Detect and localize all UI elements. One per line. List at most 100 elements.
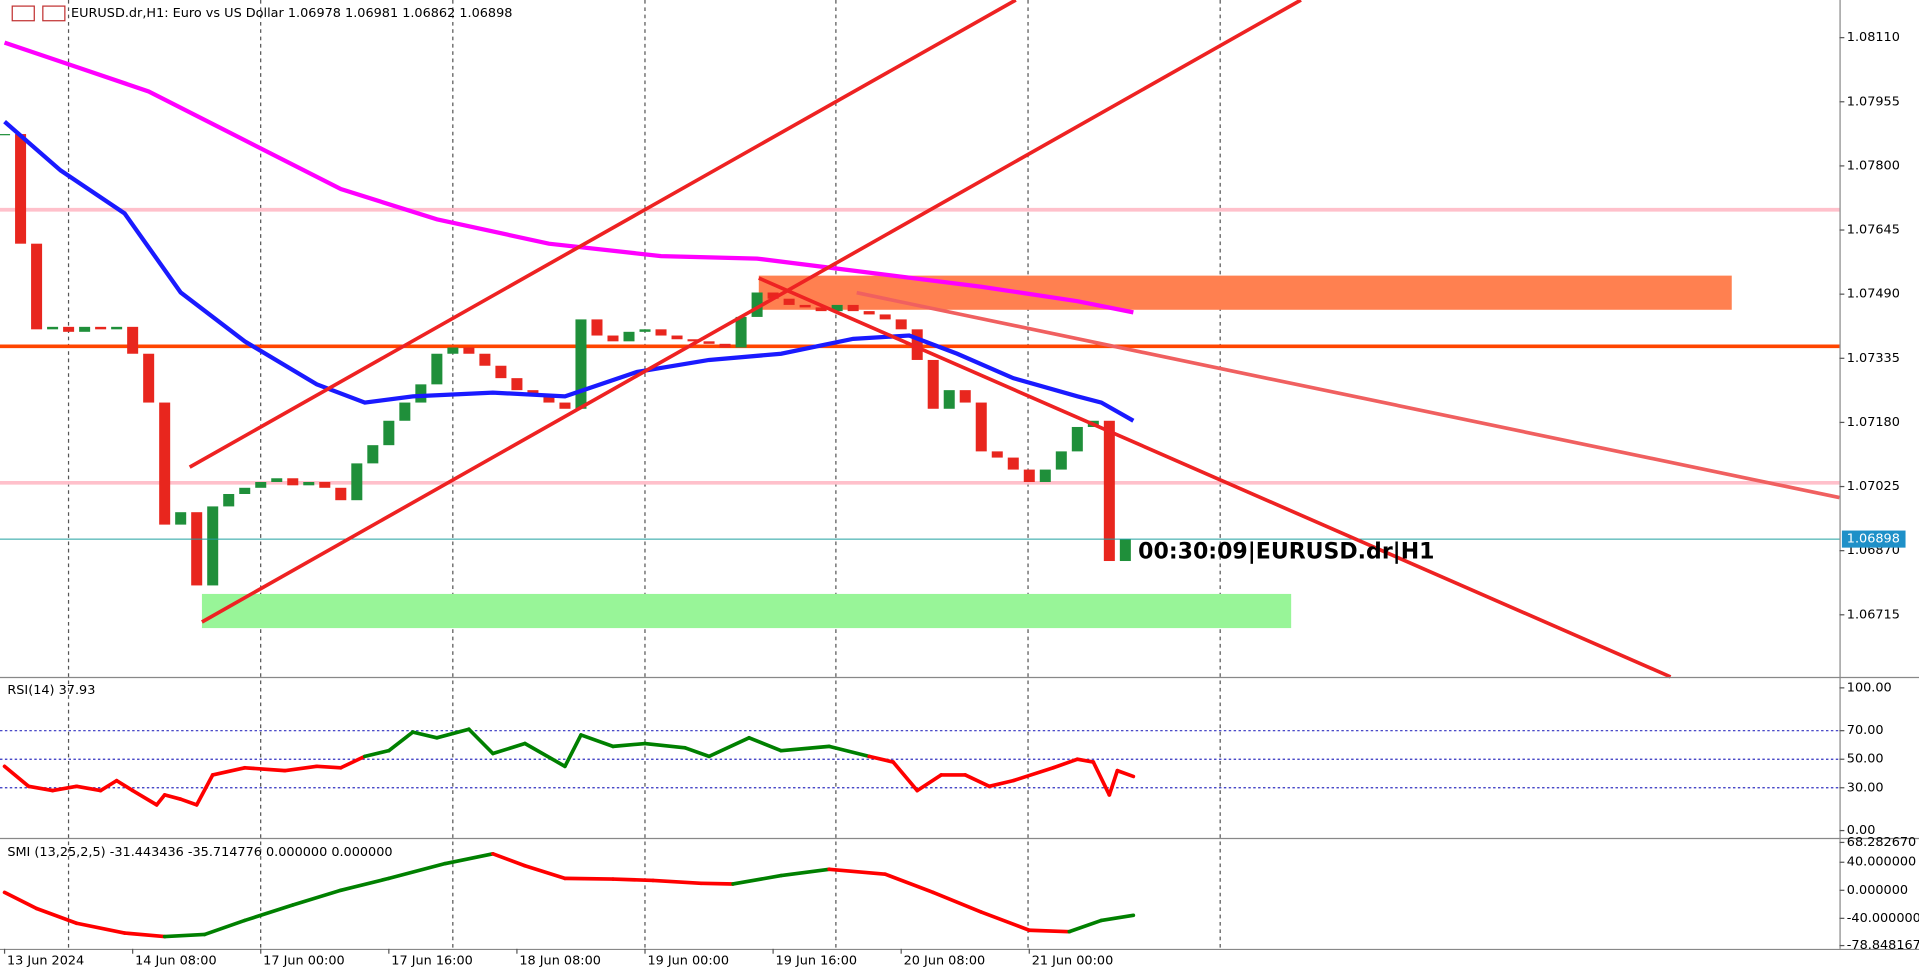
candle <box>207 506 219 586</box>
y-tick-label: 30.00 <box>1847 780 1884 795</box>
indicator-segment <box>242 765 287 773</box>
indicator-segment <box>26 784 55 793</box>
y-tick-label: 1.07025 <box>1847 479 1900 494</box>
indicator-segment <box>202 918 247 937</box>
candle <box>543 396 555 403</box>
candle <box>863 311 875 315</box>
indicator-segment <box>931 890 984 914</box>
demand-zone <box>201 593 1292 629</box>
candle <box>111 326 123 330</box>
candle <box>495 365 507 379</box>
indicator-segment <box>1099 913 1136 923</box>
x-tick-label: 18 Jun 08:00 <box>519 954 601 969</box>
period-separators <box>67 0 1221 949</box>
candle <box>783 298 795 305</box>
candle <box>639 329 651 332</box>
indicator-segment <box>98 778 119 793</box>
candle <box>143 353 155 403</box>
candle <box>63 326 75 332</box>
candle <box>31 243 43 330</box>
candle <box>1039 469 1051 482</box>
indicator-segment <box>162 793 183 802</box>
indicator-segment <box>154 793 167 807</box>
indicator-segment <box>1107 768 1120 797</box>
candle <box>271 478 283 482</box>
candle <box>1119 539 1131 562</box>
y-tick-label: 100.00 <box>1847 680 1892 695</box>
indicator-segment <box>699 881 735 886</box>
candle <box>991 451 1003 458</box>
indicator-segment <box>963 773 992 789</box>
indicator-segment <box>563 876 615 881</box>
y-tick-label: 1.07490 <box>1847 287 1900 302</box>
candle <box>847 304 859 312</box>
moving-average <box>3 120 1135 423</box>
candle <box>175 512 187 525</box>
y-tick-label: 40.000000 <box>1847 855 1916 870</box>
indicator-segment <box>114 778 135 793</box>
y-tick-label: 1.07955 <box>1847 94 1900 109</box>
indicator-segment <box>34 906 79 926</box>
indicator-segment <box>563 733 583 769</box>
supply-zone <box>758 275 1732 310</box>
y-tick-label: 1.07180 <box>1847 415 1900 430</box>
indicator-segment <box>411 730 439 740</box>
indicator-segment <box>979 910 1032 933</box>
candle <box>1071 426 1083 452</box>
candle <box>399 402 411 421</box>
y-tick-label: 68.282670 <box>1847 835 1916 850</box>
indicator-segment <box>1011 765 1056 783</box>
indicator-segment <box>747 735 783 753</box>
x-tick-label: 21 Jun 00:00 <box>1032 954 1114 969</box>
candle <box>559 402 571 409</box>
candle <box>1055 451 1067 470</box>
indicator-segment <box>435 727 471 740</box>
y-tick-label: 50.00 <box>1847 752 1884 767</box>
chart-header: EURUSD.dr,H1: Euro vs US Dollar 1.06978 … <box>71 6 512 21</box>
indicator-segment <box>1075 757 1096 764</box>
indicator-segment <box>611 741 647 749</box>
indicator-segment <box>579 733 615 749</box>
indicator-segment <box>523 741 567 769</box>
candle <box>351 463 363 501</box>
candle <box>319 481 331 488</box>
candle <box>47 326 59 330</box>
candle <box>383 420 395 446</box>
x-tick-label: 14 Jun 08:00 <box>135 954 217 969</box>
candle <box>239 487 251 494</box>
indicator-segment <box>779 867 831 878</box>
indicator-segment <box>1115 768 1136 779</box>
last-price-box <box>1841 530 1906 548</box>
indicator-segment <box>194 773 215 807</box>
indicator-segment <box>74 784 103 793</box>
candle <box>159 402 171 525</box>
indicator-segment <box>314 764 343 770</box>
y-tick-label: 1.07800 <box>1847 158 1900 173</box>
indicator-segment <box>210 765 247 777</box>
indicator-segment <box>779 744 831 753</box>
indicator-segment <box>915 773 944 793</box>
x-tick-label: 20 Jun 08:00 <box>904 954 986 969</box>
indicator-segment <box>443 852 495 866</box>
candle <box>223 493 235 507</box>
x-tick-label: 17 Jun 00:00 <box>263 954 345 969</box>
header-icons <box>11 5 66 22</box>
y-tick-label: 0.00 <box>1847 823 1876 838</box>
indicator-segment <box>891 760 920 793</box>
trendline <box>188 0 1017 469</box>
indicator-segment <box>162 932 207 939</box>
indicator-segment <box>74 921 127 935</box>
indicator-segment <box>386 861 447 881</box>
candle <box>959 390 971 403</box>
candle <box>703 341 715 344</box>
candle <box>303 481 315 486</box>
y-tick-label: 1.08110 <box>1847 30 1900 45</box>
pane-borders <box>0 0 1919 951</box>
candle <box>815 307 827 312</box>
candle <box>447 347 459 354</box>
candle <box>367 445 379 464</box>
indicator-segment <box>1027 928 1072 934</box>
candle <box>719 343 731 348</box>
